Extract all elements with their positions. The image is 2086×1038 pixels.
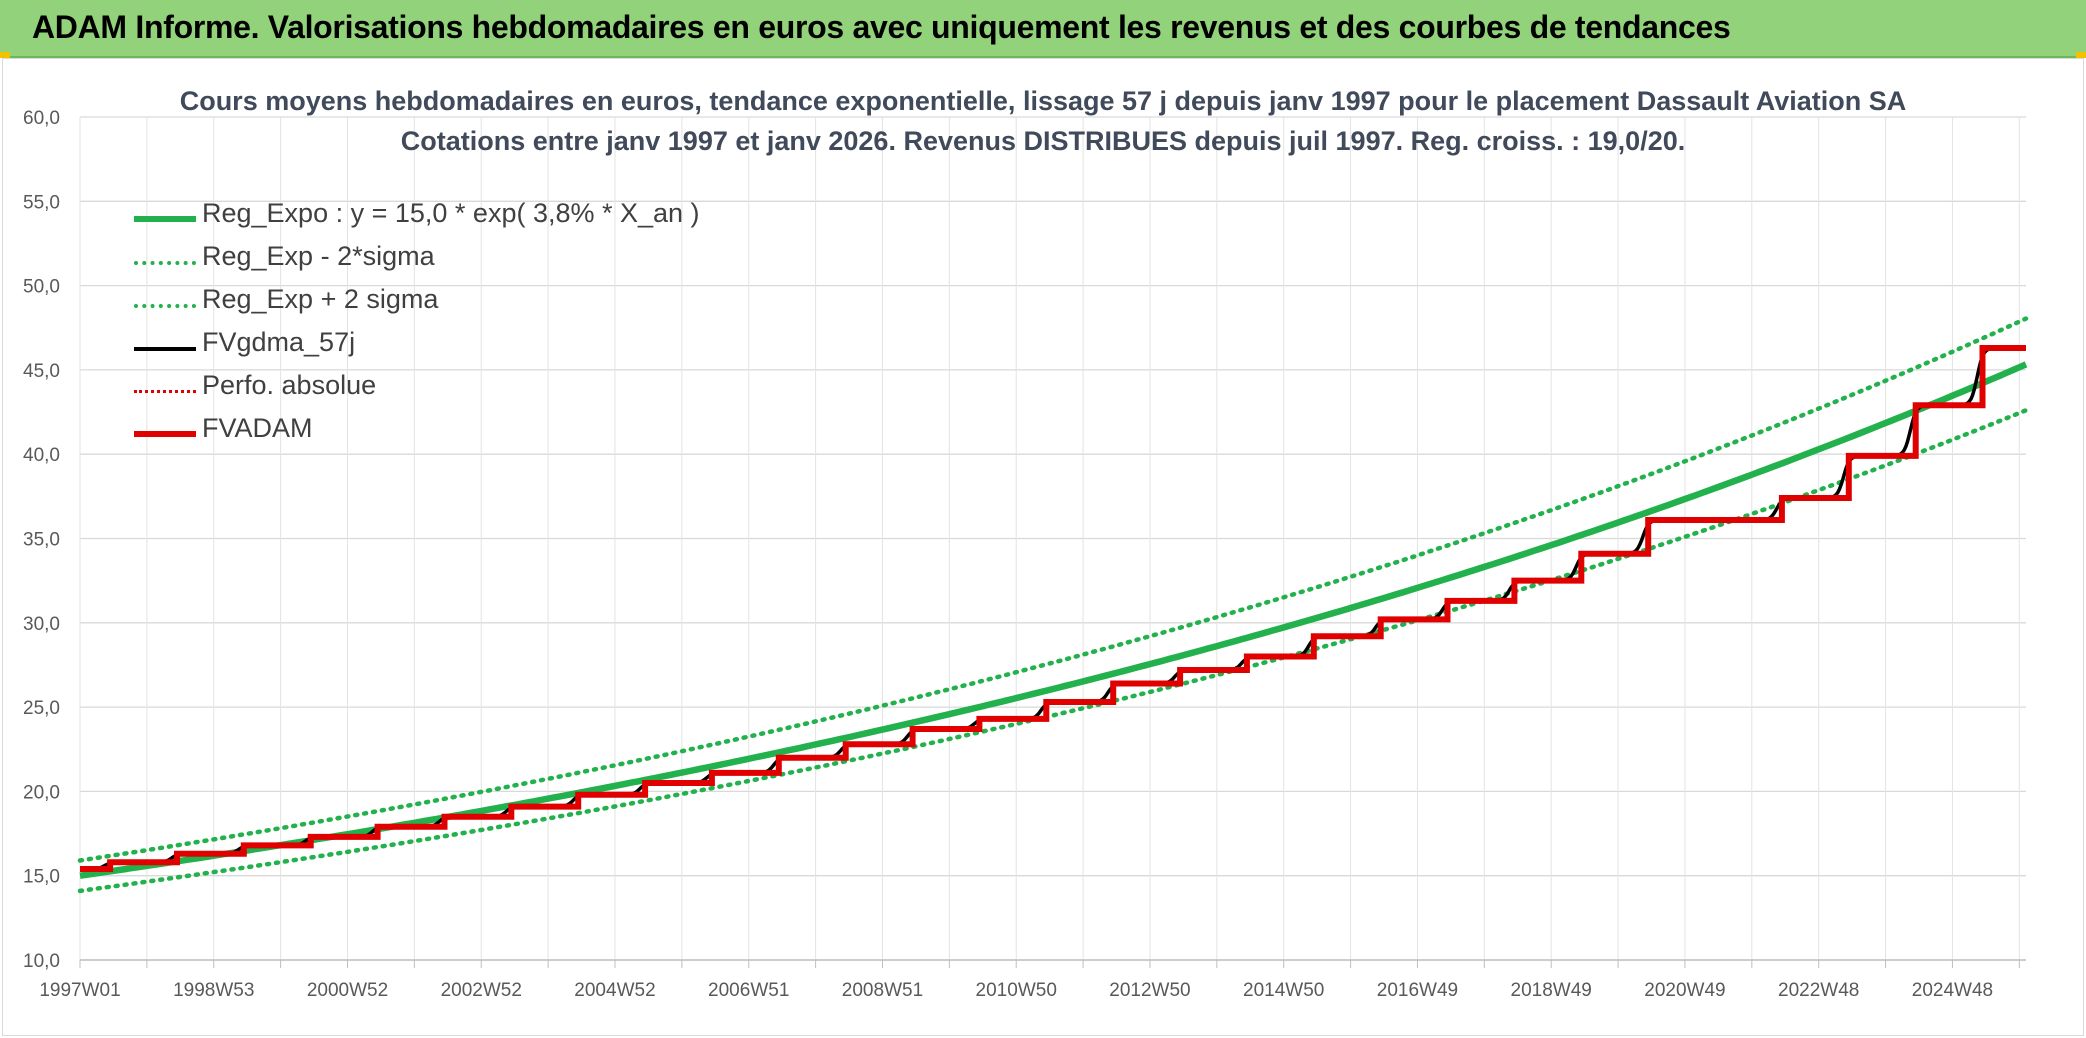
chart-title: Cours moyens hebdomadaires en euros, ten… [179,86,1907,116]
x-tick-label: 2002W52 [441,980,522,1001]
x-tick-label: 2016W49 [1377,980,1458,1001]
y-tick-label: 40,0 [23,445,60,466]
x-tick-label: 2020W49 [1644,980,1725,1001]
legend-label: Reg_Exp + 2 sigma [202,284,439,314]
x-tick-label: 2008W51 [842,980,923,1001]
y-tick-label: 45,0 [23,361,60,382]
x-tick-label: 2018W49 [1511,980,1592,1001]
x-tick-label: 2000W52 [307,980,388,1001]
legend-label: Reg_Expo : y = 15,0 * exp( 3,8% * X_an ) [202,198,700,228]
x-tick-label: 2010W50 [976,980,1057,1001]
y-tick-label: 25,0 [23,698,60,719]
legend-swatch [134,431,196,437]
x-tick-label: 2012W50 [1109,980,1190,1001]
legend-label: Reg_Exp - 2*sigma [202,241,435,271]
legend-swatch [134,304,196,308]
legend-swatch [134,347,196,351]
fvadam-line [79,345,2026,873]
legend-label: Perfo. absolue [202,370,377,400]
report-title: ADAM Informe. Valorisations hebdomadaire… [32,9,1731,45]
chart-subtitle: Cotations entre janv 1997 et janv 2026. … [400,126,1686,156]
legend-label: FVgdma_57j [202,327,356,357]
y-tick-label: 55,0 [23,192,60,213]
axes: 10,0 15,0 20,0 25,0 30,0 35,0 40,0 45,0 50,0 55,0… [23,108,2026,1001]
x-tick-label: 2014W50 [1243,980,1324,1001]
y-tick-label: 20,0 [23,782,60,803]
corner-marker [0,52,10,58]
y-tick-label: 60,0 [23,108,60,129]
corner-marker [2076,52,2086,58]
legend-label: FVADAM [202,413,313,443]
x-tick-label: 1998W53 [173,980,254,1001]
x-tick-label: 2006W51 [708,980,789,1001]
y-tick-label: 35,0 [23,530,60,551]
chart-frame [2,58,2084,1036]
y-tick-label: 15,0 [23,867,60,888]
y-tick-label: 10,0 [23,951,60,972]
legend-swatch [134,216,196,222]
legend-swatch [134,390,196,393]
reg-exp-plus-line [77,316,2029,863]
y-tick-label: 30,0 [23,614,60,635]
x-tick-label: 1997W01 [39,980,120,1001]
series-lines [77,316,2029,894]
x-tick-label: 2004W52 [574,980,655,1001]
x-tick-label: 2022W48 [1778,980,1859,1001]
y-tick-label: 50,0 [23,277,60,298]
legend-swatch [134,261,196,265]
x-tick-label: 2024W48 [1912,980,1993,1001]
report-header: ADAM Informe. Valorisations hebdomadaire… [0,0,2086,58]
reg-exp-minus-line [77,408,2029,894]
